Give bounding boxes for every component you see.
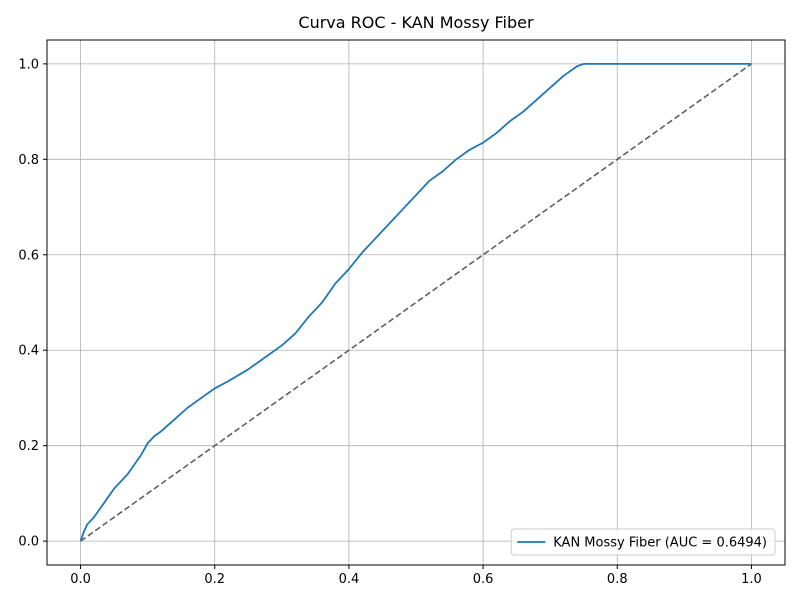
y-tick-label: 0.4	[18, 344, 39, 359]
x-tick-label: 0.2	[204, 572, 225, 587]
x-tick-label: 0.6	[473, 572, 494, 587]
legend-box	[510, 528, 776, 556]
x-tick-label: 1.0	[741, 572, 762, 587]
x-tick-label: 0.4	[339, 572, 360, 587]
y-tick-label: 0.6	[18, 248, 39, 263]
ticks: 0.0 0.2 0.4 0.6 0.8 1.0 0.0 0.2 0.4 0.6 0.8 1.0	[18, 57, 761, 587]
axes-frame	[46, 39, 786, 566]
y-tick-label: 1.0	[18, 57, 39, 72]
x-tick-label: 0.8	[607, 572, 628, 587]
legend: KAN Mossy Fiber (AUC = 0.6494)	[510, 528, 776, 556]
roc-curve-line	[79, 62, 752, 542]
grid	[47, 40, 785, 565]
y-tick-label: 0.8	[18, 153, 39, 168]
y-tick-label: 0.0	[18, 535, 39, 550]
x-tick-label: 0.0	[70, 572, 91, 587]
chart-title: Curva ROC - KAN Mossy Fiber	[298, 13, 534, 32]
chance-diagonal-line	[80, 63, 752, 542]
series-layer	[79, 62, 752, 542]
legend-label: KAN Mossy Fiber (AUC = 0.6494)	[553, 536, 767, 551]
y-tick-label: 0.2	[18, 439, 39, 454]
